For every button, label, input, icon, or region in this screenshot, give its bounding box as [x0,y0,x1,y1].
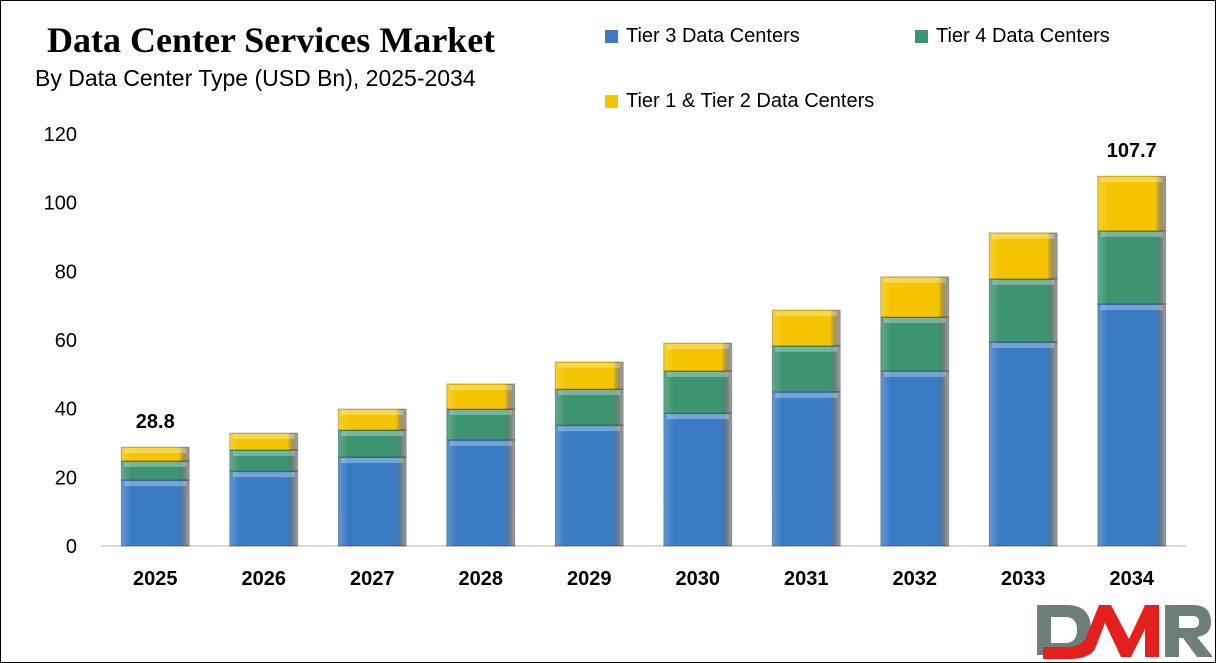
bar-highlight [775,311,838,317]
bar-highlight [341,410,404,416]
x-tick-label: 2027 [350,568,395,590]
y-tick-label: 120 [44,124,77,146]
legend-label: Tier 4 Data Centers [936,25,1110,47]
bar-segment [337,408,407,431]
bar-highlight [1100,177,1163,183]
bar-segment [663,370,733,414]
y-tick-label: 80 [55,261,77,283]
bar-segment [1097,175,1167,232]
legend-swatch-tier12 [605,95,618,108]
bar-highlight [775,392,838,398]
legend-label: Tier 3 Data Centers [626,25,800,47]
bar-segment [337,429,407,458]
bar-highlight [666,344,729,350]
y-tick-label: 20 [55,467,77,489]
bar-highlight [449,410,512,416]
bar-highlight [232,450,295,456]
x-tick-label: 2034 [1110,568,1155,590]
bar-highlight [558,426,621,432]
bar-segment [880,276,950,318]
data-label: 28.8 [136,411,175,433]
bar-highlight [232,472,295,478]
dmr-logo [1037,605,1213,659]
y-tick-label: 40 [55,399,77,421]
bar-segment [988,232,1058,280]
bar-segment [120,446,190,462]
chart-title: Data Center Services Market [47,20,496,60]
bar-segment [554,361,624,390]
bar-highlight [992,343,1055,349]
bar-highlight [666,414,729,420]
bar-highlight [232,434,295,440]
x-tick-label: 2026 [242,568,287,590]
legend-item-tier3: Tier 3 Data Centers [605,25,800,48]
bar-highlight [992,279,1055,285]
bar-segment [771,391,841,547]
bar-segment [1097,230,1167,305]
bar-segment [554,388,624,426]
bar-segment [771,309,841,347]
bar-segment [120,479,190,547]
bar-segment [446,439,516,547]
bar-segment [988,278,1058,343]
y-tick-label: 60 [55,330,77,352]
x-tick-label: 2028 [459,568,504,590]
bar-highlight [883,371,946,377]
legend-swatch-tier4 [915,30,928,43]
legend-item-tier12: Tier 1 & Tier 2 Data Centers [605,90,874,113]
legend-item-tier4: Tier 4 Data Centers [915,25,1110,48]
bar-highlight [883,317,946,323]
bar-highlight [992,233,1055,239]
bar-highlight [1100,304,1163,310]
x-tick-label: 2025 [133,568,178,590]
bar-highlight [124,461,187,467]
x-tick-label: 2029 [567,568,612,590]
bar-highlight [558,390,621,396]
legend-swatch-tier3 [605,30,618,43]
bar-highlight [341,430,404,436]
bar-segment [337,456,407,547]
y-tick-label: 100 [44,193,77,215]
bar-highlight [775,346,838,352]
x-tick-label: 2033 [1001,568,1046,590]
bar-segment [663,342,733,372]
bar-highlight [124,481,187,487]
x-tick-label: 2032 [893,568,938,590]
chart-subtitle: By Data Center Type (USD Bn), 2025-2034 [35,65,476,91]
bar-highlight [883,277,946,283]
bar-highlight [341,458,404,464]
bar-highlight [124,448,187,454]
bar-highlight [558,362,621,368]
data-label: 107.7 [1107,140,1157,162]
bar-highlight [449,384,512,390]
y-tick-label: 0 [66,536,77,558]
bar-highlight [666,371,729,377]
bar-segment [880,370,950,547]
bar-segment [229,432,299,451]
bar-segment [446,383,516,410]
bar-highlight [449,440,512,446]
bar-segment [988,341,1058,547]
bar-highlight [1100,231,1163,237]
bar-segment [446,408,516,441]
bar-segment [880,316,950,372]
bar-segment [1097,303,1167,547]
bar-segment [229,470,299,547]
bar-segment [771,345,841,393]
x-tick-label: 2030 [676,568,721,590]
bar-segment [663,412,733,547]
x-tick-label: 2031 [784,568,829,590]
bar-segment [554,424,624,547]
legend-label: Tier 1 & Tier 2 Data Centers [626,90,875,112]
